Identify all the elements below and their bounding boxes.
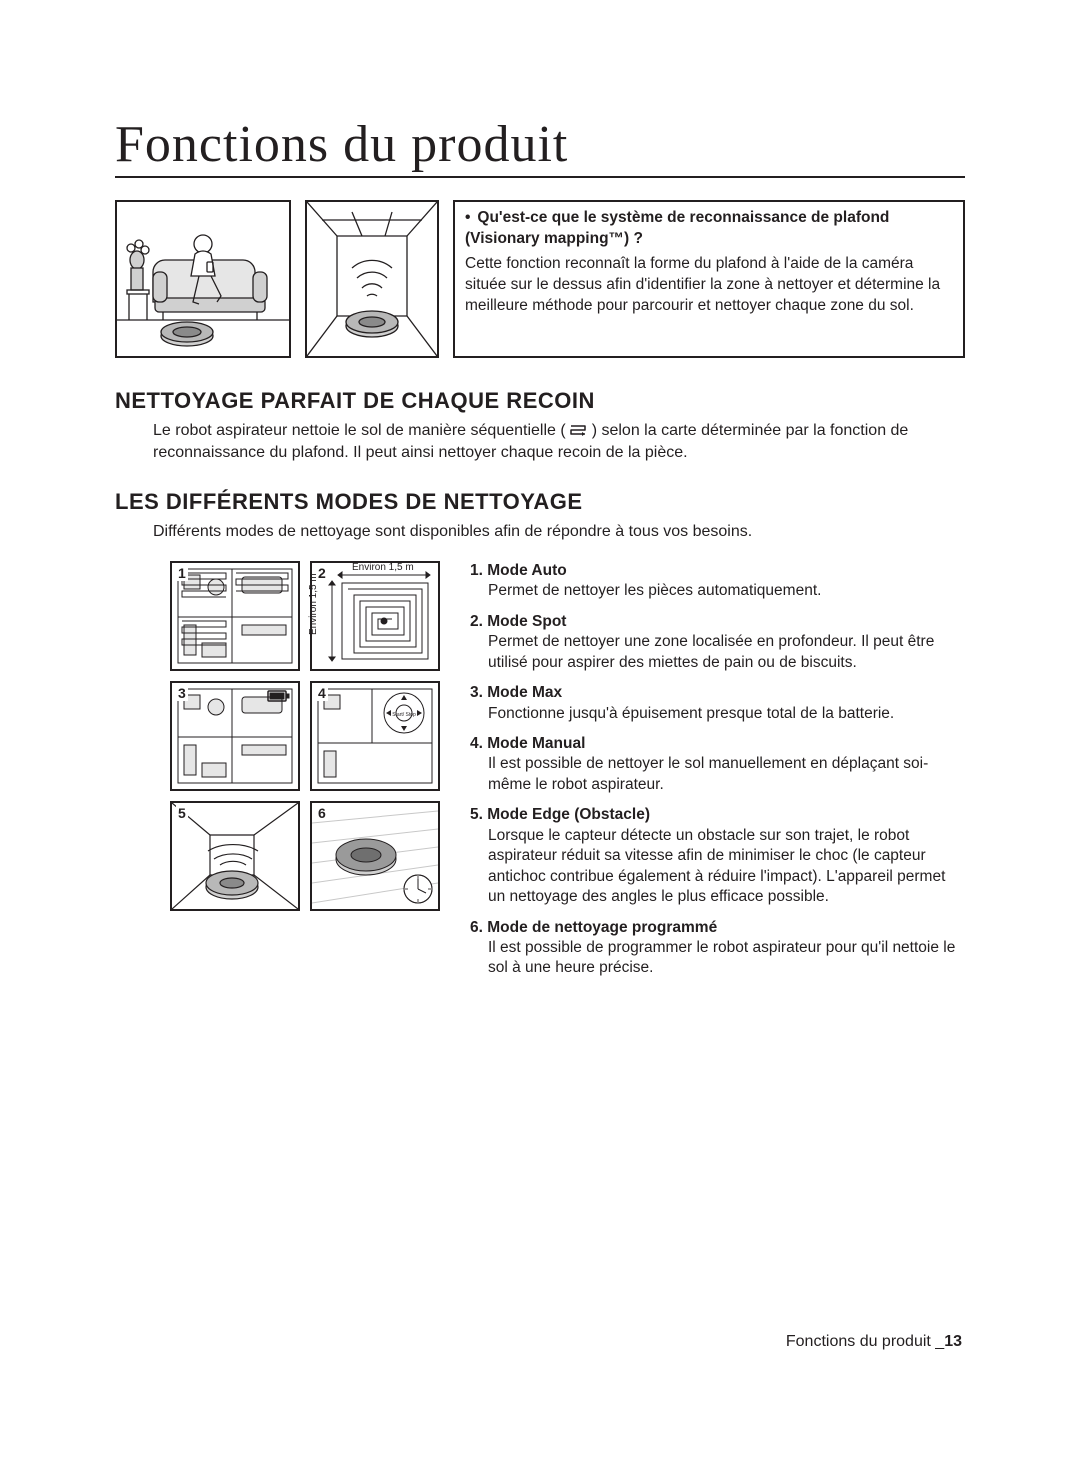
section1-body: Le robot aspirateur nettoie le sol de ma…	[153, 420, 965, 463]
intro-row: •Qu'est-ce que le système de reconnaissa…	[115, 200, 965, 358]
dimension-label-v: Environ 1,5 m	[308, 573, 319, 635]
illustration-ceiling-mapping	[305, 200, 439, 358]
mode-item-auto: 1. Mode Auto Permet de nettoyer les pièc…	[470, 561, 965, 602]
mode-title: 2. Mode Spot	[470, 612, 965, 632]
info-box-answer: Cette fonction reconnaît la forme du pla…	[465, 254, 953, 317]
section-heading-2: LES DIFFÉRENTS MODES DE NETTOYAGE	[115, 489, 965, 515]
footer-text: Fonctions du produit _	[786, 1333, 944, 1350]
diagram-number: 6	[316, 805, 328, 821]
info-box: •Qu'est-ce que le système de reconnaissa…	[453, 200, 965, 358]
footer-page-number: 13	[944, 1333, 962, 1350]
mode-desc: Fonctionne jusqu'à épuisement presque to…	[488, 704, 965, 724]
mode-title: 6. Mode de nettoyage programmé	[470, 918, 965, 938]
modes-text-column: 1. Mode Auto Permet de nettoyer les pièc…	[470, 561, 965, 989]
mode-item-manual: 4. Mode Manual Il est possible de nettoy…	[470, 734, 965, 795]
info-box-question: •Qu'est-ce que le système de reconnaissa…	[465, 208, 953, 250]
mode-item-spot: 2. Mode Spot Permet de nettoyer une zone…	[470, 612, 965, 673]
diagram-number: 4	[316, 685, 328, 701]
section-heading-1: NETTOYAGE PARFAIT DE CHAQUE RECOIN	[115, 388, 965, 414]
page-footer: Fonctions du produit _13	[786, 1333, 962, 1351]
diagram-number: 2	[316, 565, 328, 581]
mode-desc: Permet de nettoyer les pièces automatiqu…	[488, 581, 965, 601]
mode-desc: Il est possible de nettoyer le sol manue…	[488, 754, 965, 795]
mode-desc: Il est possible de programmer le robot a…	[488, 938, 965, 979]
diagram-number: 3	[176, 685, 188, 701]
mode-title: 5. Mode Edge (Obstacle)	[470, 805, 965, 825]
diagram-3: 3	[170, 681, 300, 791]
diagram-1: 1	[170, 561, 300, 671]
mode-item-edge: 5. Mode Edge (Obstacle) Lorsque le capte…	[470, 805, 965, 907]
mode-title: 1. Mode Auto	[470, 561, 965, 581]
mode-desc: Lorsque le capteur détecte un obstacle s…	[488, 826, 965, 908]
diagram-4: 4 Start/ Stop	[310, 681, 440, 791]
svg-text:Start/ Stop: Start/ Stop	[392, 712, 416, 718]
diagrams-column: 1	[170, 561, 450, 989]
mode-title: 3. Mode Max	[470, 683, 965, 703]
diagram-6: 6	[310, 801, 440, 911]
mode-item-max: 3. Mode Max Fonctionne jusqu'à épuisemen…	[470, 683, 965, 724]
zigzag-path-icon	[568, 423, 590, 439]
diagram-5: 5	[170, 801, 300, 911]
mode-title: 4. Mode Manual	[470, 734, 965, 754]
diagram-2: 2 Environ 1,5 m Environ 1,5 m	[310, 561, 440, 671]
page-title: Fonctions du produit	[115, 115, 965, 178]
diagram-number: 1	[176, 565, 188, 581]
mode-desc: Permet de nettoyer une zone localisée en…	[488, 632, 965, 673]
section2-intro: Différents modes de nettoyage sont dispo…	[153, 521, 965, 543]
dimension-label-h: Environ 1,5 m	[352, 562, 414, 573]
mode-item-scheduled: 6. Mode de nettoyage programmé Il est po…	[470, 918, 965, 979]
diagram-number: 5	[176, 805, 188, 821]
illustration-living-room	[115, 200, 291, 358]
